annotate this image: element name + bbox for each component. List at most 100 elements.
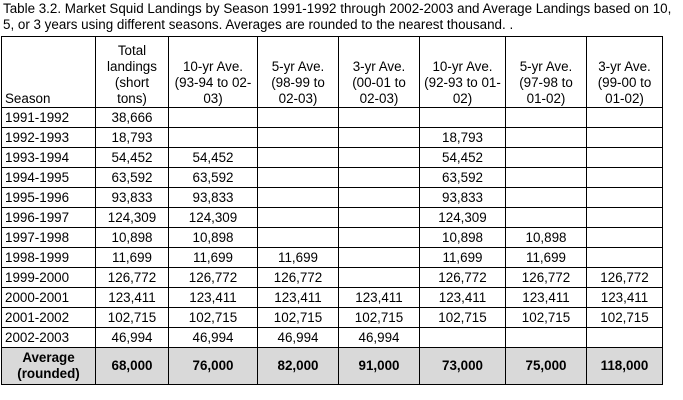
table-row: 1992-1993 18,793 18,793 [1,127,663,148]
season-cell: 1995-1996 [1,187,96,208]
value-cell: 126,772 [168,267,258,288]
value-cell [338,227,420,248]
header-row: Season Total landings (short tons) 10-yr… [1,36,663,108]
value-cell [586,187,663,208]
header-5yr-a: 5-yr Ave. (98-99 to 02-03) [257,36,339,108]
average-value: 76,000 [168,347,258,385]
value-cell: 46,994 [257,327,339,348]
value-cell: 10,898 [505,227,587,248]
value-cell: 63,592 [419,167,506,188]
table-row: 1996-1997 124,309 124,309 124,309 [1,207,663,228]
value-cell [505,147,587,168]
header-total-landings: Total landings (short tons) [95,36,169,108]
season-cell: 1998-1999 [1,247,96,268]
value-cell [505,167,587,188]
table-row: 1994-1995 63,592 63,592 63,592 [1,167,663,188]
value-cell [257,187,339,208]
value-cell: 102,715 [257,307,339,328]
table-caption: Table 3.2. Market Squid Landings by Seas… [3,1,672,32]
value-cell: 93,833 [419,187,506,208]
season-cell: 2000-2001 [1,287,96,308]
value-cell [505,127,587,148]
value-cell [338,147,420,168]
value-cell [257,227,339,248]
value-cell [586,227,663,248]
average-row: Average (rounded) 68,000 76,000 82,000 91,00… [1,347,663,385]
table-row: 2000-2001 123,411 123,411 123,411 123,411 123… [1,287,663,308]
table-row: 2001-2002 102,715 102,715 102,715 102,715 102… [1,307,663,328]
value-cell: 126,772 [505,267,587,288]
value-cell: 11,699 [505,247,587,268]
average-value: 75,000 [505,347,587,385]
table-row: 1999-2000 126,772 126,772 126,772 126,772 126… [1,267,663,288]
value-cell [419,327,506,348]
average-label: Average (rounded) [1,347,96,385]
value-cell: 93,833 [168,187,258,208]
value-cell: 93,833 [95,187,169,208]
value-cell: 46,994 [338,327,420,348]
value-cell: 126,772 [95,267,169,288]
value-cell [505,207,587,228]
value-cell: 11,699 [419,247,506,268]
value-cell: 102,715 [95,307,169,328]
value-cell [257,127,339,148]
value-cell [338,127,420,148]
value-cell: 126,772 [257,267,339,288]
value-cell: 123,411 [338,287,420,308]
average-value: 118,000 [586,347,663,385]
average-value: 68,000 [95,347,169,385]
value-cell: 126,772 [586,267,663,288]
value-cell: 10,898 [95,227,169,248]
value-cell: 102,715 [586,307,663,328]
value-cell: 123,411 [419,287,506,308]
value-cell [168,127,258,148]
value-cell: 126,772 [419,267,506,288]
header-10yr-a: 10-yr Ave. (93-94 to 02-03) [168,36,258,108]
average-value: 73,000 [419,347,506,385]
value-cell [257,147,339,168]
header-10yr-b: 10-yr Ave. (92-93 to 01-02) [419,36,506,108]
value-cell [338,107,420,128]
value-cell [586,147,663,168]
header-3yr-b: 3-yr Ave. (99-00 to 01-02) [586,36,663,108]
value-cell: 124,309 [419,207,506,228]
value-cell: 11,699 [257,247,339,268]
table-row: 1998-1999 11,699 11,699 11,699 11,699 11,699 [1,247,663,268]
season-cell: 2002-2003 [1,327,96,348]
season-cell: 1991-1992 [1,107,96,128]
header-5yr-b: 5-yr Ave. (97-98 to 01-02) [505,36,587,108]
value-cell [586,107,663,128]
season-cell: 1992-1993 [1,127,96,148]
value-cell [338,267,420,288]
value-cell [257,107,339,128]
average-value: 91,000 [338,347,420,385]
value-cell [338,207,420,228]
value-cell: 102,715 [338,307,420,328]
header-3yr-a: 3-yr Ave. (00-01 to 02-03) [338,36,420,108]
value-cell: 54,452 [95,147,169,168]
value-cell: 102,715 [419,307,506,328]
value-cell: 124,309 [168,207,258,228]
season-cell: 1999-2000 [1,267,96,288]
season-cell: 1993-1994 [1,147,96,168]
value-cell [586,327,663,348]
value-cell: 54,452 [419,147,506,168]
value-cell: 124,309 [95,207,169,228]
squid-landings-table: Season Total landings (short tons) 10-yr… [1,36,663,385]
value-cell [419,107,506,128]
table-row: 1995-1996 93,833 93,833 93,833 [1,187,663,208]
value-cell: 10,898 [168,227,258,248]
value-cell: 46,994 [168,327,258,348]
value-cell: 54,452 [168,147,258,168]
value-cell [338,247,420,268]
table-row: 1993-1994 54,452 54,452 54,452 [1,147,663,168]
value-cell: 11,699 [168,247,258,268]
value-cell [586,167,663,188]
value-cell [586,207,663,228]
value-cell: 123,411 [505,287,587,308]
value-cell [505,327,587,348]
value-cell: 18,793 [419,127,506,148]
value-cell [505,107,587,128]
value-cell: 11,699 [95,247,169,268]
value-cell [586,127,663,148]
